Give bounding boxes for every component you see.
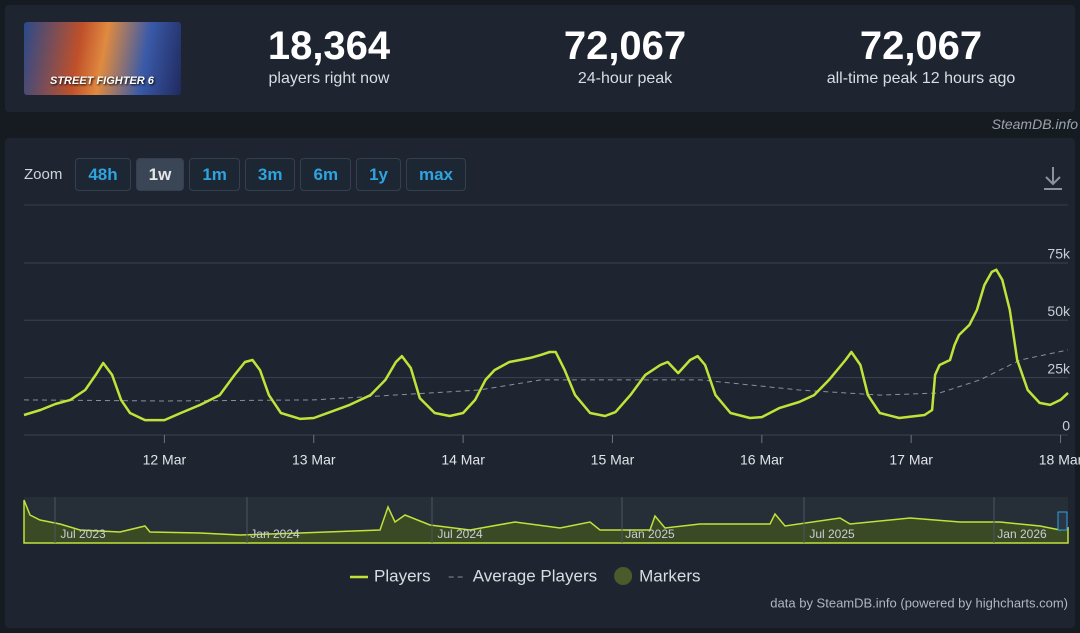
stat-value: 72,067 [859, 24, 983, 68]
legend-label: Players [374, 566, 431, 585]
zoom-button[interactable]: 3m [244, 158, 296, 191]
stat-label: players right now [268, 70, 390, 87]
x-tick-label: 13 Mar [292, 452, 336, 468]
x-tick-label: 16 Mar [740, 452, 784, 468]
legend-symbol [614, 567, 633, 585]
stat: 72,067 24-hour peak [495, 24, 755, 88]
y-tick-label: 75k [1047, 246, 1071, 262]
credit: data by SteamDB.info (powered by highcha… [770, 595, 1068, 610]
stat: 72,067 all-time peak 12 hours ago [791, 24, 1051, 88]
x-tick-label: 18 Mar [1039, 452, 1080, 468]
navigator-label: Jul 2024 [437, 527, 483, 541]
navigator-label: Jan 2026 [997, 527, 1047, 541]
zoom-button[interactable]: 1y [356, 158, 401, 191]
brand: SteamDB.info [991, 116, 1078, 132]
y-tick-label: 25k [1047, 360, 1071, 376]
navigator-label: Jan 2025 [625, 527, 675, 541]
zoom-button[interactable]: max [405, 158, 467, 191]
x-tick-label: 15 Mar [591, 452, 635, 468]
average-line [23, 349, 1069, 402]
zoom-button[interactable]: 1m [189, 158, 240, 191]
download-icon[interactable] [1044, 167, 1062, 190]
stat: 18,364 players right now [199, 24, 459, 88]
legend-label: Average Players [473, 566, 597, 585]
y-tick-label: 0 [1062, 418, 1070, 434]
navigator-label: Jul 2023 [60, 527, 106, 541]
zoom-button[interactable]: 6m [300, 158, 352, 191]
stat-label: 24-hour peak [577, 70, 673, 87]
legend-label: Markers [639, 566, 700, 585]
stat-value: 18,364 [267, 24, 391, 68]
y-tick-label: 50k [1047, 303, 1071, 319]
x-tick-label: 14 Mar [441, 452, 485, 468]
game-image: STREET FIGHTER 6 [24, 22, 181, 95]
stat-value: 72,067 [563, 24, 687, 68]
zoom-label: Zoom [24, 166, 63, 183]
chart-panel [5, 138, 1075, 628]
x-tick-label: 12 Mar [143, 452, 187, 468]
navigator-line [23, 499, 1069, 544]
zoom-bar: Zoom 48h 1w 1m 3m 6m 1y max [24, 158, 467, 191]
navigator-handle[interactable] [1057, 511, 1068, 531]
navigator-label: Jul 2025 [809, 527, 855, 541]
zoom-button[interactable]: 48h [75, 158, 131, 191]
x-tick-label: 17 Mar [889, 452, 933, 468]
stats-panel [5, 5, 1075, 112]
stat-label: all-time peak 12 hours ago [826, 70, 1016, 87]
zoom-button[interactable]: 1w [135, 158, 185, 191]
game-image-text: STREET FIGHTER 6 [50, 75, 154, 87]
navigator-label: Jan 2024 [250, 527, 300, 541]
series-line [23, 268, 1069, 422]
